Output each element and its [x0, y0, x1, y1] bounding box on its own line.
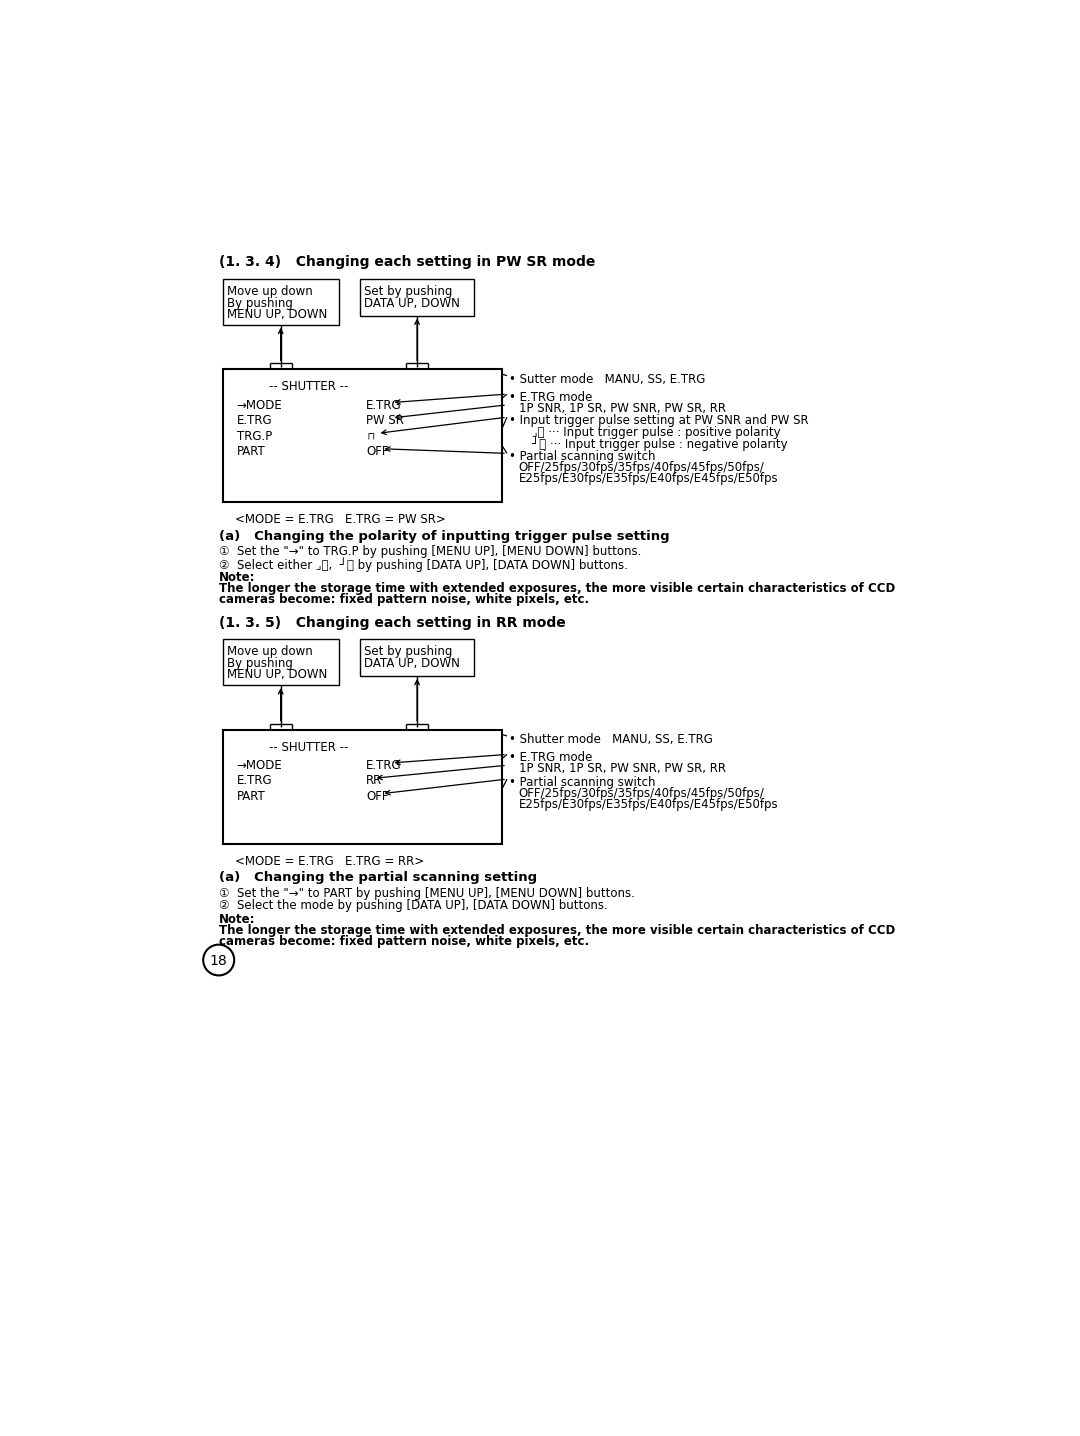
Text: ②  Select the mode by pushing [DATA UP], [DATA DOWN] buttons.: ② Select the mode by pushing [DATA UP], … — [218, 899, 607, 912]
Bar — [360, 639, 474, 676]
Text: • Sutter mode   MANU, SS, E.TRG: • Sutter mode MANU, SS, E.TRG — [510, 372, 705, 385]
Text: E.TRG: E.TRG — [237, 774, 272, 787]
Bar — [222, 369, 501, 501]
Text: The longer the storage time with extended exposures, the more visible certain ch: The longer the storage time with extende… — [218, 582, 895, 595]
Text: PART: PART — [237, 445, 266, 458]
Text: Set by pushing: Set by pushing — [364, 645, 453, 658]
Text: 1P SNR, 1P SR, PW SNR, PW SR, RR: 1P SNR, 1P SR, PW SNR, PW SR, RR — [518, 402, 726, 415]
Text: MENU UP, DOWN: MENU UP, DOWN — [227, 307, 327, 320]
Text: DATA UP, DOWN: DATA UP, DOWN — [364, 297, 460, 310]
Text: PART: PART — [237, 790, 266, 803]
Text: Move up down: Move up down — [227, 645, 313, 658]
Bar — [222, 639, 339, 685]
Text: ┌┐: ┌┐ — [366, 429, 378, 439]
Text: -- SHUTTER --: -- SHUTTER -- — [269, 381, 349, 393]
Text: 18: 18 — [210, 954, 228, 968]
Text: • Shutter mode   MANU, SS, E.TRG: • Shutter mode MANU, SS, E.TRG — [510, 732, 713, 745]
Text: By pushing: By pushing — [227, 658, 293, 671]
Text: E.TRG: E.TRG — [366, 399, 402, 412]
Text: • E.TRG mode: • E.TRG mode — [510, 751, 593, 764]
Text: • Partial scanning switch: • Partial scanning switch — [510, 775, 656, 788]
Text: ①  Set the "→" to TRG.P by pushing [MENU UP], [MENU DOWN] buttons.: ① Set the "→" to TRG.P by pushing [MENU … — [218, 546, 642, 559]
Text: Move up down: Move up down — [227, 284, 313, 297]
Text: Note:: Note: — [218, 913, 255, 926]
Text: <MODE = E.TRG   E.TRG = RR>: <MODE = E.TRG E.TRG = RR> — [235, 854, 424, 867]
Bar — [360, 279, 474, 316]
Text: OFF: OFF — [366, 445, 389, 458]
Text: E.TRG: E.TRG — [366, 760, 402, 773]
Text: cameras become: fixed pattern noise, white pixels, etc.: cameras become: fixed pattern noise, whi… — [218, 593, 589, 606]
Text: →MODE: →MODE — [237, 399, 282, 412]
Text: (1. 3. 5)   Changing each setting in RR mode: (1. 3. 5) Changing each setting in RR mo… — [218, 616, 566, 630]
Text: OFF: OFF — [366, 790, 389, 803]
Text: (a)   Changing the partial scanning setting: (a) Changing the partial scanning settin… — [218, 872, 537, 885]
Text: (a)   Changing the polarity of inputting trigger pulse setting: (a) Changing the polarity of inputting t… — [218, 530, 670, 543]
Text: (1. 3. 4)   Changing each setting in PW SR mode: (1. 3. 4) Changing each setting in PW SR… — [218, 256, 595, 270]
Text: E25fps/E30fps/E35fps/E40fps/E45fps/E50fps: E25fps/E30fps/E35fps/E40fps/E45fps/E50fp… — [518, 797, 779, 810]
Circle shape — [203, 945, 234, 975]
Text: • Input trigger pulse setting at PW SNR and PW SR: • Input trigger pulse setting at PW SNR … — [510, 414, 809, 426]
Text: Note:: Note: — [218, 572, 255, 584]
Text: OFF/25fps/30fps/35fps/40fps/45fps/50fps/: OFF/25fps/30fps/35fps/40fps/45fps/50fps/ — [518, 461, 765, 474]
Text: • Partial scanning switch: • Partial scanning switch — [510, 451, 656, 464]
Text: cameras become: fixed pattern noise, white pixels, etc.: cameras become: fixed pattern noise, whi… — [218, 935, 589, 948]
Text: PW SR: PW SR — [366, 414, 404, 426]
Text: ②  Select either ⌟⎺,  ┘⎺ by pushing [DATA UP], [DATA DOWN] buttons.: ② Select either ⌟⎺, ┘⎺ by pushing [DATA … — [218, 557, 627, 572]
Text: • E.TRG mode: • E.TRG mode — [510, 391, 593, 404]
Text: -- SHUTTER --: -- SHUTTER -- — [269, 741, 349, 754]
Text: MENU UP, DOWN: MENU UP, DOWN — [227, 668, 327, 681]
Text: E.TRG: E.TRG — [237, 414, 272, 426]
Text: ┘⎺ ··· Input trigger pulse : negative polarity: ┘⎺ ··· Input trigger pulse : negative po… — [517, 437, 787, 451]
Text: 1P SNR, 1P SR, PW SNR, PW SR, RR: 1P SNR, 1P SR, PW SNR, PW SR, RR — [518, 763, 726, 775]
Text: RR: RR — [366, 774, 382, 787]
Text: By pushing: By pushing — [227, 297, 293, 310]
Text: ①  Set the "→" to PART by pushing [MENU UP], [MENU DOWN] buttons.: ① Set the "→" to PART by pushing [MENU U… — [218, 887, 635, 900]
Text: OFF/25fps/30fps/35fps/40fps/45fps/50fps/: OFF/25fps/30fps/35fps/40fps/45fps/50fps/ — [518, 787, 765, 800]
Text: ⌟⎺ ··· Input trigger pulse : positive polarity: ⌟⎺ ··· Input trigger pulse : positive po… — [517, 425, 781, 438]
Text: E25fps/E30fps/E35fps/E40fps/E45fps/E50fps: E25fps/E30fps/E35fps/E40fps/E45fps/E50fp… — [518, 472, 779, 485]
Text: DATA UP, DOWN: DATA UP, DOWN — [364, 658, 460, 671]
Text: →MODE: →MODE — [237, 760, 282, 773]
Bar — [222, 279, 339, 325]
Text: <MODE = E.TRG   E.TRG = PW SR>: <MODE = E.TRG E.TRG = PW SR> — [235, 513, 446, 526]
Text: Set by pushing: Set by pushing — [364, 284, 453, 297]
Bar — [222, 729, 501, 844]
Text: The longer the storage time with extended exposures, the more visible certain ch: The longer the storage time with extende… — [218, 923, 895, 936]
Text: TRG.P: TRG.P — [237, 429, 272, 442]
